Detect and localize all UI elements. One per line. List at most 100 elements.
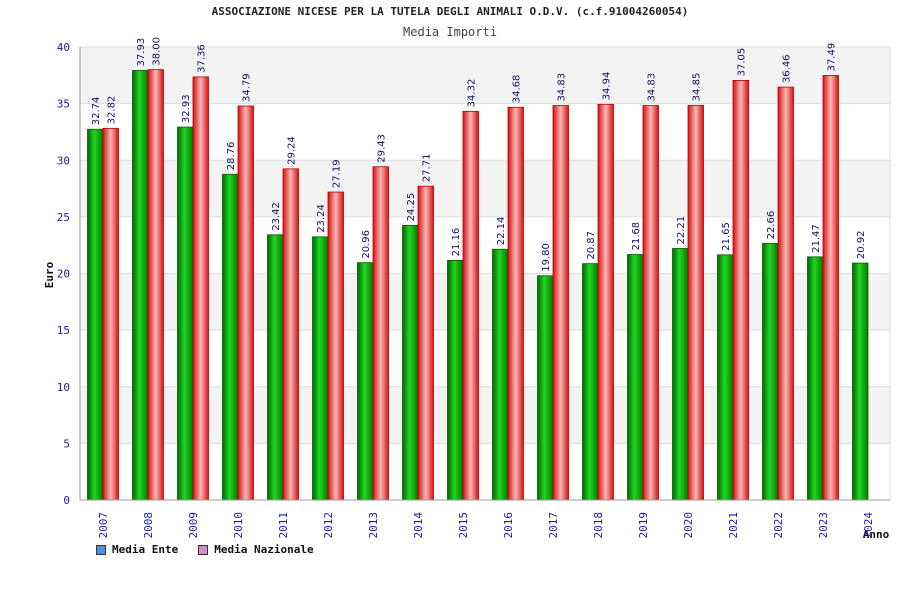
data-label: 21.47 [811, 224, 822, 253]
y-axis-label: Euro [43, 261, 56, 288]
data-label: 32.82 [107, 96, 118, 125]
data-label: 28.76 [226, 142, 237, 171]
bar-media-ente [762, 242, 779, 501]
legend-label-nazionale: Media Nazionale [214, 543, 314, 556]
plot-band [80, 160, 890, 217]
legend: Media Ente Media Nazionale [96, 543, 314, 556]
bar-media-ente [357, 262, 374, 501]
bar-media-nazionale [327, 191, 344, 501]
y-tick-label: 5 [63, 437, 70, 450]
x-tick-label: 2015 [457, 512, 470, 539]
data-label: 22.14 [496, 217, 507, 246]
bar-media-ente [132, 70, 149, 501]
legend-swatch-nazionale [198, 544, 209, 555]
bars-group [87, 69, 869, 501]
bar-media-ente [627, 254, 644, 501]
data-label: 20.92 [856, 230, 867, 259]
legend-label-ente: Media Ente [112, 543, 179, 556]
data-label: 21.16 [451, 228, 462, 257]
data-label: 38.00 [152, 37, 163, 66]
bar-media-nazionale [102, 127, 119, 501]
data-label: 34.94 [602, 72, 613, 101]
data-label: 23.24 [316, 204, 327, 233]
y-tick-label: 25 [57, 211, 70, 224]
bar-media-nazionale [282, 168, 299, 501]
x-tick-label: 2013 [367, 512, 380, 539]
x-tick-label: 2023 [817, 512, 830, 539]
bar-media-ente [267, 234, 284, 501]
data-label: 24.25 [406, 193, 417, 222]
data-label: 29.43 [377, 134, 388, 163]
chart-title: ASSOCIAZIONE NICESE PER LA TUTELA DEGLI … [211, 5, 689, 18]
data-label: 27.19 [332, 159, 343, 188]
bar-media-nazionale [417, 185, 434, 501]
data-label: 19.80 [541, 243, 552, 272]
bar-media-nazionale [642, 105, 659, 501]
x-tick-label: 2008 [142, 512, 155, 539]
bar-media-ente [447, 259, 464, 501]
x-tick-label: 2012 [322, 512, 335, 539]
plot-band [80, 216, 890, 274]
y-tick-label: 15 [57, 324, 70, 337]
y-tick-label: 30 [57, 154, 70, 167]
plot-band [80, 330, 890, 387]
data-label: 22.66 [766, 211, 777, 240]
y-tick-label: 40 [57, 41, 70, 54]
x-tick-label: 2011 [277, 512, 290, 539]
x-tick-label: 2021 [727, 512, 740, 539]
data-label: 29.24 [287, 136, 298, 165]
bar-media-ente [402, 224, 419, 501]
bar-media-ente [717, 254, 734, 501]
bar-media-ente [672, 248, 689, 501]
bar-media-nazionale [192, 76, 209, 501]
data-label: 34.83 [647, 73, 658, 102]
data-label: 34.83 [557, 73, 568, 102]
plot-band [80, 386, 890, 444]
data-labels-group: 32.74 32.82 37.93 38.00 32.93 37.36 28.76 34.79… [91, 37, 867, 272]
x-tick-label: 2009 [187, 512, 200, 539]
bar-media-nazionale [597, 103, 614, 501]
data-label: 23.42 [271, 202, 282, 231]
bar-media-ente [87, 128, 104, 501]
x-tick-label: 2019 [637, 512, 650, 539]
legend-swatch-ente [96, 544, 106, 555]
data-label: 27.71 [422, 154, 433, 183]
bar-media-nazionale [687, 104, 704, 501]
bar-media-nazionale [462, 110, 479, 501]
y-tick-label: 10 [57, 381, 70, 394]
x-tick-label: 2010 [232, 512, 245, 539]
data-label: 21.68 [631, 222, 642, 251]
plot-band [80, 103, 890, 161]
bar-media-ente [582, 263, 599, 501]
bar-media-nazionale [732, 80, 749, 501]
data-label: 36.46 [782, 54, 793, 83]
bar-media-ente [852, 262, 869, 501]
data-label: 37.93 [136, 38, 147, 67]
x-tick-label: 2022 [772, 512, 785, 539]
bar-media-ente [222, 173, 239, 501]
bar-media-nazionale [777, 86, 794, 501]
data-label: 34.85 [692, 73, 703, 102]
data-label: 34.32 [467, 79, 478, 108]
data-label: 32.74 [91, 97, 102, 126]
y-tick-label: 35 [57, 98, 70, 111]
bar-media-ente [312, 236, 329, 501]
data-label: 22.21 [676, 216, 687, 245]
bar-media-nazionale [237, 105, 254, 501]
bar-media-ente [807, 256, 824, 501]
bar-media-nazionale [372, 166, 389, 501]
data-label: 32.93 [181, 94, 192, 123]
bar-media-nazionale [552, 105, 569, 501]
data-label: 37.49 [827, 43, 838, 72]
x-tick-label: 2020 [682, 512, 695, 539]
data-label: 37.05 [737, 48, 748, 77]
y-tick-label: 0 [63, 494, 70, 507]
plot-band [80, 47, 890, 104]
bar-media-nazionale [507, 106, 524, 501]
bar-media-nazionale [147, 69, 164, 501]
bar-media-nazionale [822, 75, 839, 501]
data-label: 34.79 [242, 73, 253, 102]
x-tick-label: 2024 [862, 512, 875, 539]
bar-media-ente [537, 275, 554, 501]
